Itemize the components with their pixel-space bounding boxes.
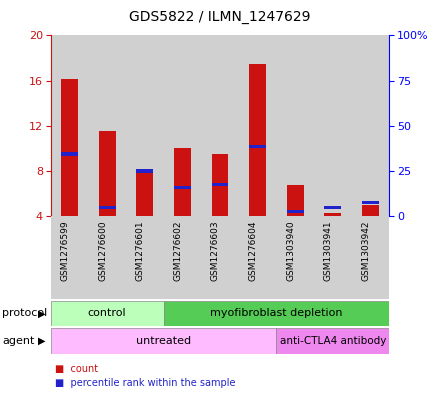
Bar [164,301,389,326]
Bar [324,206,341,209]
Bar [99,131,116,216]
Bar [174,186,191,189]
Text: untreated: untreated [136,336,191,346]
Bar [249,64,266,216]
Bar [352,216,389,299]
Bar [126,216,164,299]
Bar [324,213,341,216]
Bar [249,145,266,148]
Bar [136,171,153,216]
Text: GSM1276603: GSM1276603 [211,220,220,281]
Text: ■  count: ■ count [55,364,98,375]
Bar [314,216,352,299]
Bar [287,185,304,216]
Bar [352,35,389,216]
Bar [51,301,164,326]
Bar [212,154,228,216]
Text: control: control [88,309,126,318]
Bar [212,183,228,186]
Bar [174,148,191,216]
Text: ▶: ▶ [38,309,46,318]
Bar [362,205,379,216]
Text: myofibroblast depletion: myofibroblast depletion [210,309,343,318]
Text: GSM1276601: GSM1276601 [136,220,145,281]
Text: GSM1303941: GSM1303941 [324,220,333,281]
Bar [239,216,276,299]
Text: GSM1276604: GSM1276604 [249,220,258,281]
Text: agent: agent [2,336,35,346]
Bar [164,216,201,299]
Bar [276,35,314,216]
Text: GSM1276600: GSM1276600 [98,220,107,281]
Bar [201,35,239,216]
Bar [136,169,153,173]
Text: GSM1303940: GSM1303940 [286,220,295,281]
Text: ■  percentile rank within the sample: ■ percentile rank within the sample [55,378,235,388]
Bar [164,35,201,216]
Bar [276,216,314,299]
Bar [61,152,78,156]
Bar [51,35,88,216]
Text: GDS5822 / ILMN_1247629: GDS5822 / ILMN_1247629 [129,10,311,24]
Text: GSM1303942: GSM1303942 [362,220,370,281]
Bar [314,35,352,216]
Bar [276,328,389,354]
Bar [239,35,276,216]
Text: protocol: protocol [2,309,48,318]
Text: ▶: ▶ [38,336,46,346]
Bar [51,328,276,354]
Bar [51,216,88,299]
Bar [88,216,126,299]
Bar [201,216,239,299]
Text: GSM1276602: GSM1276602 [173,220,182,281]
Text: anti-CTLA4 antibody: anti-CTLA4 antibody [280,336,386,346]
Bar [287,210,304,213]
Bar [126,35,164,216]
Bar [88,35,126,216]
Bar [99,206,116,209]
Bar [61,79,78,216]
Bar [362,201,379,204]
Text: GSM1276599: GSM1276599 [60,220,70,281]
